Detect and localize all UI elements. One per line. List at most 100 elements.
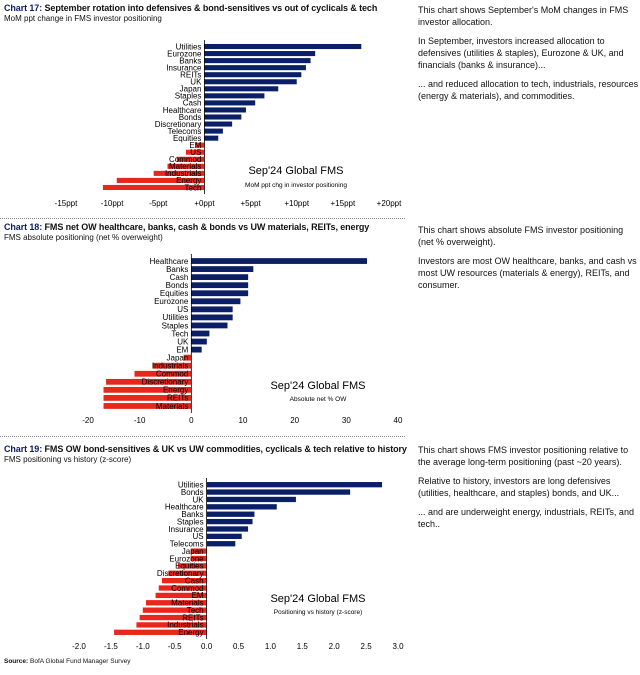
category-label: Tech bbox=[187, 606, 204, 615]
category-label: Insurance bbox=[166, 63, 202, 72]
category-label: REITs bbox=[182, 613, 203, 622]
category-label: UK bbox=[192, 495, 204, 504]
bar-equities bbox=[204, 135, 219, 141]
bar-insurance bbox=[204, 65, 306, 71]
bar-industrials bbox=[136, 622, 207, 628]
x-tick-label: -5ppt bbox=[149, 199, 168, 208]
x-tick-label: 0.5 bbox=[233, 642, 245, 651]
category-label: Eurozone bbox=[169, 554, 204, 563]
x-tick-label: 2.5 bbox=[361, 642, 373, 651]
bar-uk bbox=[204, 79, 297, 85]
chart-18-number: Chart 18: bbox=[4, 222, 43, 232]
x-tick-label: +0ppt bbox=[194, 199, 215, 208]
category-label: Japan bbox=[180, 85, 202, 94]
category-label: Healthcare bbox=[150, 257, 189, 266]
category-label: Japan bbox=[167, 353, 189, 362]
category-label: EM bbox=[192, 591, 204, 600]
category-label: UK bbox=[177, 337, 189, 346]
bar-banks bbox=[206, 511, 255, 517]
bar-banks bbox=[191, 266, 254, 272]
bar-bonds bbox=[191, 282, 249, 289]
category-label: Bonds bbox=[166, 281, 189, 290]
category-label: Eurozone bbox=[167, 49, 202, 58]
bar-bonds bbox=[206, 489, 351, 495]
bar-reits bbox=[139, 614, 207, 621]
bar-equities bbox=[177, 563, 207, 569]
chart-19-desc-para-1: This chart shows FMS investor positionin… bbox=[418, 445, 629, 467]
chart-annotation-title: Sep'24 Global FMS bbox=[248, 165, 343, 177]
bar-telecoms bbox=[206, 541, 236, 547]
bar-us bbox=[206, 533, 242, 540]
chart-19-title-text: FMS OW bond-sensitives & UK vs UW commod… bbox=[44, 444, 407, 454]
x-tick-label: -0.5 bbox=[168, 642, 182, 651]
chart-19-subtitle: FMS positioning vs history (z-score) bbox=[4, 455, 132, 464]
x-tick-label: -15ppt bbox=[55, 199, 78, 208]
category-label: Staples bbox=[175, 92, 202, 101]
category-label: Bonds bbox=[179, 113, 202, 122]
category-label: Cash bbox=[183, 99, 202, 108]
category-label: US bbox=[192, 532, 203, 541]
chart-17-number: Chart 17: bbox=[4, 3, 43, 13]
category-label: Cash bbox=[185, 576, 204, 585]
bar-industrials bbox=[152, 362, 192, 369]
category-label: Insurance bbox=[168, 525, 204, 534]
category-label: Materials bbox=[169, 162, 201, 171]
x-tick-label: 0.0 bbox=[201, 642, 213, 651]
chart-annotation-title: Sep'24 Global FMS bbox=[270, 380, 365, 392]
x-tick-label: -10 bbox=[134, 416, 146, 425]
category-label: Industrials bbox=[167, 621, 203, 630]
x-tick-label: 1.0 bbox=[265, 642, 277, 651]
category-label: REITs bbox=[167, 394, 188, 403]
chart-19-panel: Chart 19: FMS OW bond-sensitives & UK vs… bbox=[0, 444, 640, 656]
category-label: US bbox=[177, 305, 188, 314]
x-tick-label: +10ppt bbox=[284, 199, 309, 208]
category-label: Banks bbox=[166, 265, 188, 274]
bar-commod bbox=[158, 585, 207, 591]
x-tick-label: -1.0 bbox=[136, 642, 150, 651]
chart-annotation-subtitle: Positioning vs history (z-score) bbox=[274, 609, 363, 616]
chart-18-title-text: FMS net OW healthcare, banks, cash & bon… bbox=[44, 222, 370, 232]
category-label: Telecoms bbox=[168, 127, 202, 136]
category-label: Utilities bbox=[178, 480, 204, 489]
category-label: Commod bbox=[169, 155, 201, 164]
bar-eurozone bbox=[191, 298, 241, 305]
x-tick-label: 0 bbox=[189, 416, 194, 425]
chart-17-plot: UtilitiesEurozoneBanksInsuranceREITsUKJa… bbox=[55, 40, 402, 208]
x-tick-label: -10ppt bbox=[101, 199, 124, 208]
bar-uk bbox=[191, 338, 207, 345]
bar-healthcare bbox=[191, 258, 367, 264]
category-label: Equities bbox=[173, 134, 201, 143]
chart-17-desc-para-2: In September, investors increased alloca… bbox=[418, 36, 624, 70]
x-tick-label: 40 bbox=[394, 416, 403, 425]
category-label: Commod bbox=[171, 584, 203, 593]
category-label: UK bbox=[190, 78, 202, 87]
category-label: Tech bbox=[171, 329, 188, 338]
x-tick-label: -20 bbox=[82, 416, 94, 425]
bar-reits bbox=[204, 72, 302, 78]
chart-17-panel: Chart 17: September rotation into defens… bbox=[0, 3, 640, 218]
x-tick-label: +20ppt bbox=[377, 199, 402, 208]
bar-utilities bbox=[204, 43, 362, 50]
bar-insurance bbox=[206, 526, 249, 532]
chart-19-desc-para-3: ... and are underweight energy, industri… bbox=[418, 507, 634, 529]
bar-materials bbox=[103, 403, 192, 409]
category-label: Telecoms bbox=[170, 540, 204, 549]
bar-discretionary bbox=[106, 378, 192, 385]
category-label: Discretionary bbox=[157, 569, 204, 578]
x-tick-label: -2.0 bbox=[72, 642, 86, 651]
bar-em bbox=[191, 346, 202, 353]
bar-energy bbox=[103, 386, 192, 393]
bar-utilities bbox=[191, 314, 233, 321]
category-label: Commod bbox=[156, 370, 188, 379]
bar-tech bbox=[191, 330, 210, 337]
category-label: EM bbox=[189, 141, 201, 150]
category-label: Healthcare bbox=[163, 106, 202, 115]
bar-banks bbox=[204, 58, 311, 64]
category-label: Industrials bbox=[165, 169, 201, 178]
chart-18-title: Chart 18: FMS net OW healthcare, banks, … bbox=[4, 222, 369, 232]
chart-18-plot: HealthcareBanksCashBondsEquitiesEurozone… bbox=[82, 254, 403, 425]
bar-commod bbox=[134, 370, 192, 377]
chart-17-description: This chart shows September's MoM changes… bbox=[418, 4, 640, 109]
bar-em bbox=[195, 142, 205, 148]
source-label: Source: bbox=[4, 658, 29, 665]
